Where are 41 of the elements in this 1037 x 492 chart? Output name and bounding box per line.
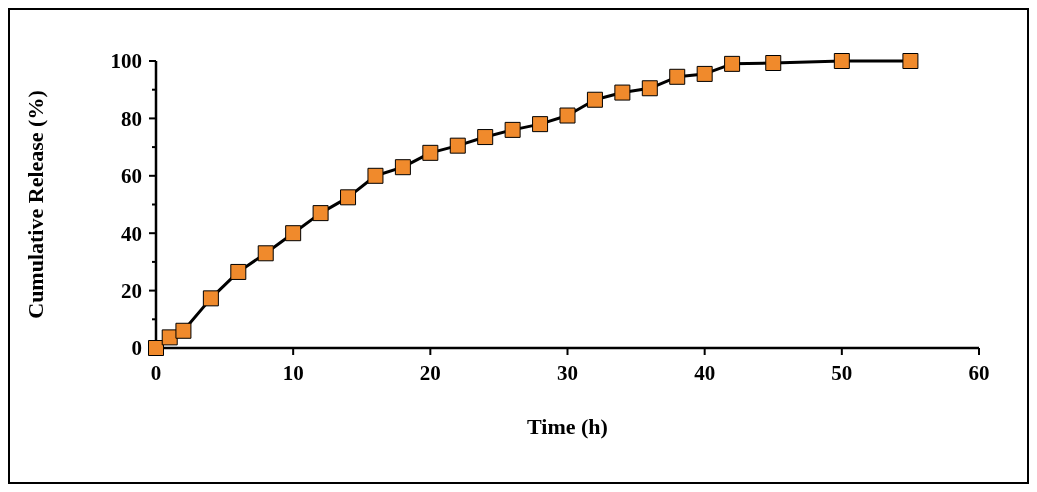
x-tick-label: 40 [694, 361, 716, 385]
x-axis-title: Time (h) [527, 414, 608, 439]
x-tick-label: 0 [150, 361, 162, 385]
point [340, 189, 357, 206]
point [175, 322, 192, 339]
x-tick-label: 10 [282, 361, 304, 385]
y-tick-label: 0 [131, 336, 142, 361]
point [257, 245, 274, 262]
point [161, 329, 178, 346]
point [669, 68, 686, 85]
point [559, 107, 576, 124]
y-tick-label: 20 [121, 278, 142, 303]
point [833, 53, 850, 69]
point [285, 225, 302, 242]
x-tick-label: 30 [557, 361, 578, 385]
point [532, 116, 549, 133]
point [394, 159, 411, 176]
point [765, 55, 782, 72]
y-tick-label: 80 [121, 106, 142, 131]
point [724, 55, 741, 72]
y-tick-label: 60 [121, 164, 142, 189]
point [641, 80, 658, 97]
point [202, 290, 219, 307]
point [477, 129, 494, 146]
point [696, 65, 713, 82]
point [504, 121, 521, 138]
y-axis-title: Cumulative Release (%) [23, 90, 48, 319]
point [614, 84, 631, 101]
x-tick-label: 50 [831, 361, 853, 385]
x-tick-label: 20 [419, 361, 441, 385]
point [902, 53, 919, 69]
point [422, 144, 439, 161]
x-tick-label: 60 [968, 361, 990, 385]
point [148, 340, 164, 356]
y-tick-label: 100 [110, 49, 142, 74]
point [367, 167, 384, 184]
point [230, 263, 247, 280]
point [586, 91, 603, 108]
point [449, 137, 466, 154]
point [312, 205, 329, 222]
y-tick-label: 40 [121, 221, 142, 246]
